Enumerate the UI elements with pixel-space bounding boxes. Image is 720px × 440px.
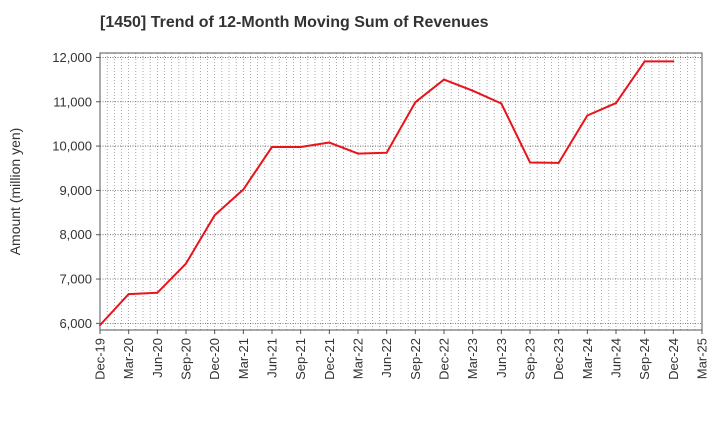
y-tick-label: 10,000 [52, 139, 92, 154]
data-point [643, 60, 646, 63]
y-tick-label: 8,000 [59, 227, 92, 242]
data-point [385, 151, 388, 154]
x-tick-label: Mar-22 [351, 338, 366, 379]
y-axis-label: Amount (million yen) [7, 128, 23, 256]
y-axis-ticks: 6,000 7,000 8,000 9,000 10,000 11,000 12,000 [52, 50, 100, 331]
data-point [443, 78, 445, 81]
data-point [185, 262, 187, 265]
x-tick-label: Sep-24 [637, 338, 652, 380]
data-point [615, 102, 617, 105]
y-tick-label: 11,000 [53, 94, 92, 109]
data-point [672, 60, 675, 63]
x-tick-label: Mar-20 [121, 338, 136, 379]
grid-layer [99, 53, 703, 330]
x-tick-label: Sep-21 [293, 338, 308, 380]
data-point [242, 188, 245, 191]
data-point [357, 152, 359, 155]
x-tick-label: Mar-23 [465, 338, 480, 379]
x-tick-label: Jun-24 [609, 338, 624, 378]
x-tick-label: Dec-21 [322, 338, 337, 380]
series-layer [99, 60, 675, 327]
x-tick-label: Jun-20 [150, 338, 165, 378]
x-tick-label: Dec-24 [666, 338, 681, 380]
x-tick-label: Sep-23 [523, 338, 538, 380]
plot-area-frame [99, 52, 703, 331]
data-point [328, 141, 331, 144]
x-axis-ticks: Dec-19 Mar-20 Jun-20 Sep-20 Dec-20 Mar-21 Jun-… [93, 330, 710, 380]
data-point [156, 291, 159, 294]
data-point [414, 101, 417, 104]
x-tick-label: Dec-23 [551, 338, 566, 380]
x-tick-label: Dec-19 [93, 338, 108, 380]
y-tick-label: 12,000 [52, 50, 92, 65]
y-tick-label: 7,000 [59, 272, 92, 287]
data-point [529, 161, 531, 164]
chart-title: [1450] Trend of 12-Month Moving Sum of R… [100, 14, 489, 31]
x-tick-label: Dec-22 [437, 338, 452, 380]
x-tick-label: Sep-22 [408, 338, 423, 380]
x-tick-label: Jun-23 [494, 338, 509, 378]
data-point [213, 214, 216, 217]
x-tick-label: Dec-20 [207, 338, 222, 380]
y-tick-label: 9,000 [59, 183, 92, 198]
data-point [271, 145, 273, 148]
x-tick-label: Jun-22 [379, 338, 394, 378]
data-point [299, 145, 302, 148]
x-tick-label: Mar-21 [236, 338, 251, 379]
x-tick-label: Mar-25 [695, 338, 710, 379]
data-point [557, 161, 560, 164]
data-point [471, 89, 474, 92]
x-tick-label: Sep-20 [179, 338, 194, 380]
x-tick-label: Jun-21 [265, 338, 280, 378]
x-tick-label: Mar-24 [580, 338, 595, 379]
data-point [586, 114, 589, 117]
data-point [127, 293, 130, 296]
data-point [500, 102, 503, 105]
data-point [99, 324, 101, 327]
y-tick-label: 6,000 [59, 316, 92, 331]
series-line [99, 60, 674, 326]
